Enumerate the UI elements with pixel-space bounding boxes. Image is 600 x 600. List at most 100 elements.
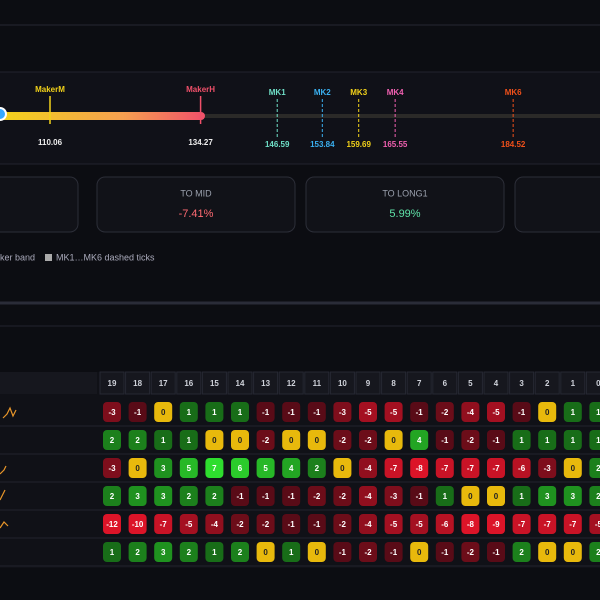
sparkline [0, 465, 7, 475]
cell-value: 1 [571, 408, 576, 417]
cell-value: 0 [135, 464, 140, 473]
cell [231, 402, 249, 422]
cell [410, 402, 429, 422]
cell-value: 3 [161, 492, 166, 501]
column-header: 15 [210, 379, 219, 388]
card-label: TO MID [180, 188, 212, 198]
cell [128, 402, 147, 422]
cell [410, 458, 429, 478]
cell-value: 0 [340, 464, 345, 473]
cell-value: 0 [417, 548, 422, 557]
card-value: -7.41% [179, 208, 214, 220]
cell [231, 542, 249, 562]
cell-value: -2 [262, 520, 270, 529]
column-header: 17 [159, 379, 168, 388]
header-cell [432, 371, 458, 395]
mk-value: 165.55 [383, 140, 408, 149]
cell-value: 1 [443, 492, 448, 501]
cell-value: -7 [492, 464, 500, 473]
cell [205, 486, 224, 506]
cell-value: -7 [569, 520, 577, 529]
cell [563, 458, 582, 478]
cell-value: 3 [161, 464, 166, 473]
cell [154, 402, 173, 422]
cell [179, 486, 198, 506]
cell [538, 458, 557, 478]
header-cell [585, 371, 600, 395]
cell [563, 486, 582, 506]
cell-value: 2 [110, 492, 115, 501]
cell-value: -1 [492, 548, 500, 557]
cell-value: -2 [441, 408, 449, 417]
cell-value: -7 [160, 520, 168, 529]
cell [256, 486, 275, 506]
cell-value: -6 [518, 464, 526, 473]
cell [154, 542, 173, 562]
cell [307, 402, 326, 422]
cell-value: 0 [315, 436, 320, 445]
sparkline [0, 521, 9, 529]
cell [154, 486, 173, 506]
cell [512, 458, 531, 478]
cell [179, 402, 198, 422]
cell [359, 458, 377, 478]
cell [231, 486, 249, 506]
cell-value: 1 [212, 548, 217, 557]
cell-value: 2 [135, 436, 140, 445]
cell-value: 0 [391, 436, 396, 445]
cell-value: 0 [289, 436, 294, 445]
header-cell [176, 371, 202, 395]
column-header: 16 [184, 379, 193, 388]
cell [512, 486, 531, 506]
cell-value: 1 [289, 548, 294, 557]
cell [512, 430, 531, 450]
header-cell [253, 371, 279, 395]
cell [538, 402, 557, 422]
cell-value: 1 [161, 436, 166, 445]
cell [307, 542, 326, 562]
cell [384, 542, 403, 562]
cell [333, 486, 352, 506]
cell-value: -2 [339, 492, 347, 501]
cell-value: 1 [596, 436, 600, 445]
cell [589, 486, 600, 506]
cell-value: 0 [161, 408, 166, 417]
cell-value: -1 [339, 548, 347, 557]
cell-value: -1 [390, 548, 398, 557]
cell-value: -3 [544, 464, 552, 473]
cell [512, 402, 531, 422]
cell [589, 514, 600, 534]
sparklines [0, 406, 17, 529]
cell-value: -5 [185, 520, 193, 529]
cell-value: -2 [339, 520, 347, 529]
cell-value: -2 [339, 436, 347, 445]
band-value: 134.27 [188, 138, 213, 147]
cell [461, 402, 480, 422]
cell [487, 430, 505, 450]
cell-value: 2 [315, 464, 320, 473]
cell-value: -3 [108, 408, 116, 417]
sparkline [2, 406, 17, 419]
cell [128, 542, 147, 562]
cell-value: -7 [441, 464, 449, 473]
cell-value: -1 [313, 408, 321, 417]
cell [435, 458, 454, 478]
knob [0, 107, 7, 121]
column-header: 14 [236, 379, 245, 388]
cell [563, 514, 582, 534]
cell-value: 7 [212, 464, 217, 473]
cell-value: -1 [313, 520, 321, 529]
cell-value: 0 [238, 436, 243, 445]
cell [589, 542, 600, 562]
cell [256, 402, 275, 422]
cell [282, 458, 301, 478]
column-header: 6 [443, 379, 448, 388]
mk-value: 184.52 [501, 140, 526, 149]
column-header: 0 [596, 379, 600, 388]
cell-value: -5 [390, 520, 398, 529]
cell-value: 2 [187, 548, 192, 557]
cell [282, 430, 301, 450]
cell-value: 1 [187, 408, 192, 417]
column-header: 12 [287, 379, 296, 388]
cell [410, 430, 429, 450]
